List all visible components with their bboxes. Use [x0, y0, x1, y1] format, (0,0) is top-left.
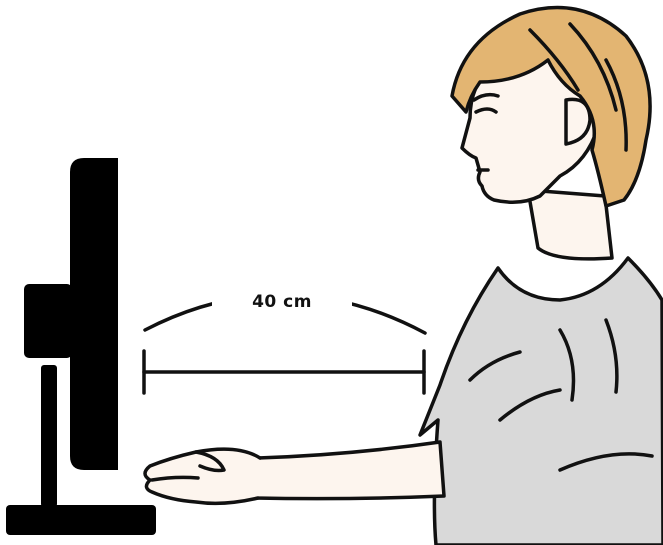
shirt-fold-2 [604, 318, 619, 394]
shirt [418, 256, 663, 545]
shirt-fold-1 [558, 328, 576, 402]
hair-strand-2 [568, 22, 618, 112]
neck [526, 188, 614, 261]
ear [564, 97, 592, 146]
finger-line [150, 475, 200, 482]
distance-label: 40 cm [212, 291, 352, 313]
hair [450, 5, 652, 208]
hand [143, 447, 262, 506]
hair-strand-1 [528, 28, 580, 92]
monitor-screen [70, 158, 118, 470]
monitor [6, 158, 156, 535]
eyebrow [472, 92, 500, 102]
arm [250, 440, 446, 501]
shirt-fold-3 [468, 350, 522, 382]
shirt-fold-4 [498, 388, 562, 422]
hair-strand-3 [604, 58, 628, 152]
shirt-sleeve-hem [558, 452, 654, 472]
monitor-base [6, 505, 156, 535]
thumb [194, 450, 226, 473]
monitor-stand-pole [41, 365, 57, 507]
person [143, 5, 663, 545]
eye [474, 107, 498, 114]
monitor-mount [24, 284, 72, 358]
